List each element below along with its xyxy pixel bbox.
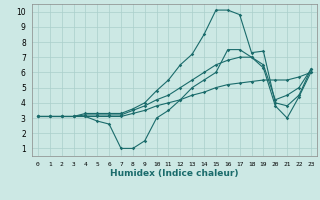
- X-axis label: Humidex (Indice chaleur): Humidex (Indice chaleur): [110, 169, 239, 178]
